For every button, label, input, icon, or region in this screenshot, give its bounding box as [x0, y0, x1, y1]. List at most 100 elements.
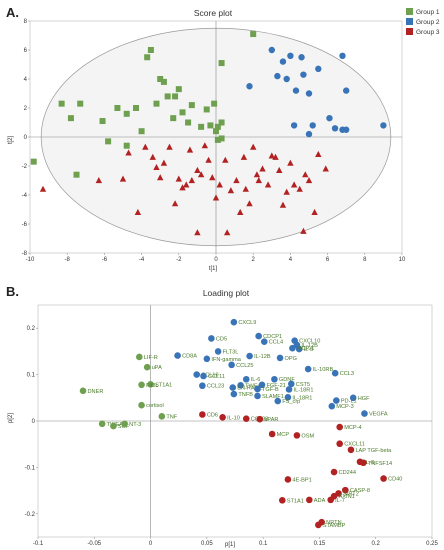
score-x-tick-label: 4 [289, 257, 293, 263]
loading-point [98, 420, 106, 428]
loading-point [304, 365, 312, 373]
loading-point [330, 468, 338, 476]
score-y-tick-label: 8 [24, 19, 28, 25]
loading-point-label: CXCL10 [299, 339, 320, 345]
loading-point-label: uPAR [264, 417, 278, 423]
group1-point [157, 76, 164, 82]
group2-point [305, 130, 313, 138]
group1-point [133, 105, 140, 111]
loading-point-label: IL-18R1 [294, 387, 314, 393]
loading-point [138, 401, 145, 409]
loading-point-label: NRTN [326, 520, 341, 526]
loading-point [333, 397, 340, 404]
loading-point-label: ST1A1 [155, 382, 172, 388]
loading-point-label: NT-3 [129, 422, 141, 428]
score-legend: Group 1 Group 2 Group 3 [406, 8, 440, 36]
loading-point-label: HGF [358, 396, 370, 402]
group3-point [315, 150, 322, 157]
legend-swatch-group-3 [406, 28, 413, 35]
group1-point [188, 102, 195, 109]
group3-point [157, 174, 164, 181]
group1-point [218, 135, 225, 142]
loading-point-label: MCP-3 [336, 404, 353, 410]
loading-point [347, 446, 355, 454]
group3-point [212, 194, 220, 201]
loading-point [268, 430, 276, 438]
loading-point-label: TGF-B [262, 387, 279, 393]
score-x-tick-label: -10 [26, 257, 35, 263]
group3-point [250, 143, 257, 150]
score-x-tick-label: -6 [102, 257, 108, 263]
loading-point [242, 375, 250, 383]
score-x-axis-label: t[1] [209, 266, 218, 272]
group3-point [233, 177, 240, 184]
loading-point-label: SLAMF1 [262, 394, 284, 400]
loading-point-label: AXIN1 [339, 494, 355, 500]
group2-point [274, 72, 281, 80]
loading-point [305, 496, 313, 504]
group1-point [218, 60, 225, 67]
group2-point [292, 87, 300, 94]
score-x-tick-label: 0 [214, 257, 218, 263]
loading-point-label: TWEAK [245, 383, 265, 389]
group3-point [272, 153, 279, 160]
loading-point [284, 394, 292, 401]
group1-point [207, 122, 214, 129]
loading-point-label: CCL19 [201, 373, 218, 379]
group3-point [194, 166, 201, 173]
group2-point [315, 65, 322, 73]
score-x-tick-label: -2 [176, 257, 182, 263]
loading-point [342, 486, 349, 494]
loading-point [230, 318, 238, 326]
loading-point-label: IL-8 [364, 460, 374, 466]
group1-point [250, 31, 257, 38]
loading-point [295, 345, 303, 353]
loading-point [193, 371, 201, 378]
loading-point-label: 4E-BP1 [292, 477, 311, 483]
loading-point [79, 387, 87, 395]
group3-point [300, 227, 307, 234]
group3-point [39, 185, 47, 192]
loading-point-label: MCP [277, 432, 290, 438]
loading-point-label: CXCL9 [238, 320, 256, 326]
group3-point [255, 177, 262, 184]
score-x-tick-label: 10 [399, 257, 406, 263]
loading-point [287, 380, 295, 388]
score-plot-panel: A. Score plot -10 -8 -6 -4 -2 0 2 4 6 8 10-8-6-4-2… [6, 5, 440, 272]
group3-point [149, 153, 156, 160]
group3-point [264, 181, 272, 188]
loading-y-axis-label: p[2] [8, 413, 14, 423]
group2-point [246, 83, 253, 90]
loading-point-label: OPG [285, 356, 297, 362]
loading-plot-panel: B. Loading plot -0.1 -0.05 0 0.05 0.1 0.15 0.2… [6, 284, 438, 548]
loading-point-label: SCF [118, 424, 130, 430]
loading-point-label: SIRT2 [343, 491, 359, 497]
group1-point [203, 106, 210, 113]
group2-point [283, 75, 290, 83]
group2-point [298, 54, 305, 61]
group1-point [73, 171, 80, 178]
loading-point-label: IL-10 [227, 415, 240, 421]
loading-point [260, 338, 268, 345]
score-x-tick-label: -4 [139, 257, 145, 263]
loading-point-label: CST5 [296, 382, 310, 388]
loading-point [276, 354, 284, 362]
group3-point [142, 143, 149, 150]
loading-point-label: CD40 [388, 477, 402, 483]
group3-point [125, 149, 132, 156]
loading-point-label: IL-18R1 [292, 395, 312, 401]
group3-point [283, 188, 290, 195]
loading-point-label: CASP-8 [350, 488, 370, 494]
group1-point [99, 118, 106, 125]
loading-point [254, 385, 261, 393]
group1-point [144, 54, 151, 61]
loading-point-label: FLT3L [223, 349, 239, 355]
loading-x-tick-label: 0.1 [259, 541, 268, 547]
score-y-tick-label: -8 [22, 251, 28, 257]
legend-label-group-3: Group 3 [416, 29, 440, 36]
loading-point [256, 415, 264, 423]
group3-point [227, 187, 235, 194]
loading-point-label: CCL25 [236, 363, 253, 369]
group1-point [114, 105, 121, 111]
loading-point-label: MCP-1 [297, 346, 314, 352]
